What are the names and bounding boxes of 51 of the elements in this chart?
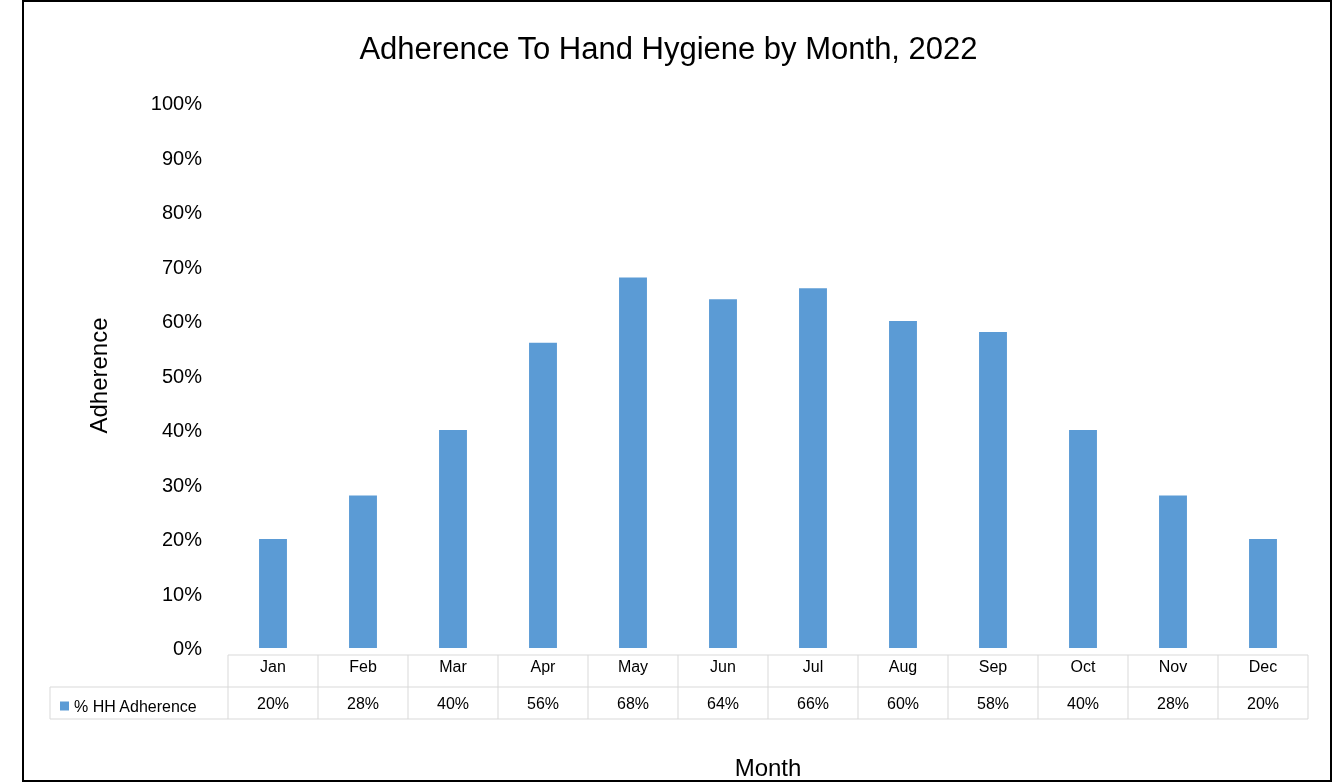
bar	[259, 539, 287, 648]
y-tick-label: 100%	[150, 92, 203, 114]
bar	[799, 288, 827, 648]
y-tick-label: 20%	[161, 528, 203, 550]
y-tick-label: 10%	[161, 582, 203, 605]
x-axis-title: Month	[734, 753, 802, 781]
data-label: 64%	[706, 694, 740, 712]
data-label: 28%	[1156, 694, 1190, 712]
y-tick-label: 30%	[161, 473, 203, 496]
data-label: 56%	[526, 694, 560, 712]
x-tick-label: Aug	[888, 657, 918, 675]
bar	[349, 495, 377, 648]
chart-title: Adherence To Hand Hygiene by Month, 2022	[359, 31, 978, 66]
y-axis-title: Adherence	[84, 317, 112, 434]
data-label: 28%	[346, 694, 380, 712]
data-label: 58%	[976, 694, 1010, 712]
x-tick-label: Mar	[439, 657, 468, 675]
x-tick-label: Jan	[260, 657, 286, 675]
x-tick-label: Nov	[1158, 657, 1188, 675]
x-tick-label: Sep	[978, 657, 1008, 675]
y-tick-label: 80%	[161, 201, 203, 223]
bar	[709, 299, 737, 648]
bar	[889, 321, 917, 648]
x-tick-label: Oct	[1070, 657, 1096, 675]
y-tick-label: 50%	[161, 364, 203, 387]
y-tick-label: 60%	[161, 310, 203, 332]
data-label: 20%	[1246, 694, 1280, 712]
bar	[619, 277, 647, 648]
data-label: 68%	[616, 694, 650, 712]
x-tick-label: Dec	[1248, 657, 1278, 675]
bar	[1159, 495, 1187, 648]
bar	[1069, 430, 1097, 648]
data-label: 40%	[1066, 694, 1100, 712]
bar	[439, 430, 467, 648]
x-tick-label: Apr	[530, 657, 557, 675]
x-tick-label: Jul	[802, 657, 824, 675]
data-label: 40%	[436, 694, 470, 712]
data-label: 66%	[796, 694, 830, 712]
y-tick-label: 90%	[161, 146, 203, 169]
legend-label: % HH Adherence	[74, 697, 197, 715]
y-tick-label: 70%	[161, 255, 203, 278]
bar	[979, 331, 1007, 648]
x-tick-label: Feb	[349, 657, 377, 675]
bar	[529, 342, 557, 648]
data-label: 60%	[886, 694, 920, 712]
x-tick-label: May	[617, 657, 649, 675]
x-tick-label: Jun	[710, 657, 736, 675]
y-tick-label: 40%	[161, 419, 203, 441]
y-tick-label: 0%	[173, 637, 203, 659]
bar	[1249, 539, 1277, 648]
data-label: 20%	[256, 694, 290, 712]
